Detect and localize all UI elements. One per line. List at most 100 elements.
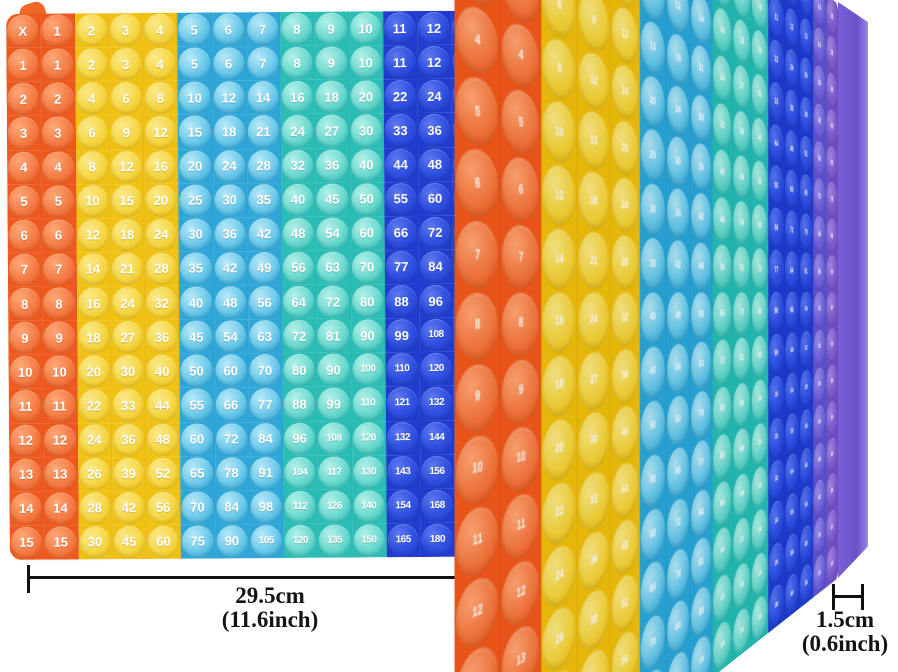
bubble-number: 35 [188,260,204,277]
bubble-number: 12 [621,27,629,43]
bubble-number: 40 [720,167,725,178]
pop-bubble: 12 [418,45,450,79]
bubble-number: 132 [774,474,778,484]
pop-bubble: 42 [666,239,689,290]
bubble-number: 35 [649,258,656,270]
bubble-number: 33 [590,493,598,508]
bubble-number: 36 [154,329,170,345]
bubble-number: 140 [758,568,762,579]
pop-bubble-cell: 48 [784,126,800,172]
pop-bubble: 80 [283,354,315,387]
pop-bubble: 66 [385,216,417,250]
bubble-number: 48 [427,156,443,173]
pop-bubble-cell: 35 [639,235,667,291]
bubble-number: 56 [817,154,821,164]
bubble-number: 27 [590,374,598,388]
pop-bubble: 15 [111,184,143,217]
pop-bubble: 49 [248,251,280,285]
bubble-number: 225 [830,560,834,569]
pop-bubble-cell: 72 [712,337,733,388]
pop-bubble-cell: 45 [315,182,351,217]
pop-bubble-cell: 4 [41,149,76,185]
pop-bubble-cell: 90 [350,318,386,353]
pop-bubble: 110 [386,353,418,386]
pop-bubble-cell: 60 [146,524,182,559]
pop-bubble: 5 [8,185,40,218]
bubble-number: 91 [258,465,273,481]
bubble-number: 36 [790,104,794,114]
bubble-number: 24 [290,123,305,139]
bubble-number: 24 [153,227,169,243]
pop-bubble: 11 [43,389,76,423]
pop-bubble: 225 [826,543,838,587]
bubble-number: 120 [360,431,376,444]
thickness-alt-value: (0.6inch) [801,631,889,657]
pop-bubble: 80 [751,292,768,335]
pop-bubble: 21 [111,252,143,286]
bubble-number: 12 [516,584,526,602]
bubble-number: 110 [360,397,376,409]
pop-bubble-cell: 26 [77,456,113,492]
pop-bubble: 7 [43,253,75,286]
pop-bubble-cell: 130 [351,454,387,490]
pop-bubble-cell: 13 [43,457,78,492]
bubble-number: 75 [190,533,205,550]
pop-bubble-cell: 40 [281,182,316,217]
pop-bubble-cell: 10 [348,45,384,80]
bubble-number: 3 [121,22,130,38]
pop-bubble: 1 [7,48,39,82]
pop-bubble: 48 [713,195,732,244]
pop-bubble: 20 [751,26,768,76]
bubble-number: 66 [774,223,779,233]
multiplication-popit-side-view: X123456789101112131415112345678910111213… [454,0,838,672]
pop-bubble: 72 [283,319,315,353]
bubble-number: 72 [790,226,794,235]
bubble-number: 100 [758,395,762,404]
pop-bubble: 66 [768,206,784,249]
bubble-number: 121 [774,433,778,442]
pop-bubble-cell: 77 [384,249,419,285]
bubble-number: 65 [804,189,808,198]
pop-bubble-cell: 10 [8,354,43,390]
bubble-number: 90 [830,232,834,241]
pop-bubble-cell: 80 [350,284,385,319]
pop-bubble: 81 [317,319,349,353]
pop-bubble-cell: 1 [40,47,76,82]
pop-bubble: 24 [213,149,246,183]
pop-bubble-cell: 33 [383,113,419,148]
bubble-number: 7 [258,21,267,37]
bubble-number: 12 [426,54,442,70]
pop-bubble-cell: 6 [41,218,77,253]
pop-bubble: 72 [733,292,751,336]
pop-bubble-cell: 70 [248,353,283,388]
bubble-number: 40 [188,295,204,311]
pop-bubble-cell: 24 [110,285,146,321]
bubble-number: 66 [393,225,409,241]
pop-bubble-cell: 30 [825,68,838,112]
pop-bubble-cell: 12 [417,10,452,46]
pop-bubble-cell: 105 [249,523,284,559]
bubble-number: 60 [757,221,762,231]
pop-bubble-cell: 130 [799,367,814,411]
bubble-number: 27 [120,329,136,345]
bubble-number: 88 [394,293,409,309]
bubble-number: 48 [222,294,238,310]
bubble-number: 6 [224,21,233,37]
bubble-number: 39 [590,612,598,629]
bubble-number: 18 [739,35,745,48]
pop-bubble: 15 [640,15,665,78]
pop-bubble-cell: 90 [215,524,250,559]
bubble-number: 13 [804,32,808,43]
bubble-number: 4 [156,56,164,72]
bubble-number: 98 [698,605,704,619]
bubble-number: 84 [428,259,443,275]
pop-bubble: 50 [751,159,768,205]
pop-bubble-cell: 21 [577,229,611,291]
pop-bubble: 135 [733,603,751,660]
pop-bubble-cell: 70 [813,175,826,217]
bubble-number: 13 [516,651,526,670]
pop-bubble: 72 [784,209,799,251]
bubble-number: 40 [649,312,656,324]
bubble-number: 56 [621,653,629,669]
pop-bubble-cell: 11 [42,388,78,424]
